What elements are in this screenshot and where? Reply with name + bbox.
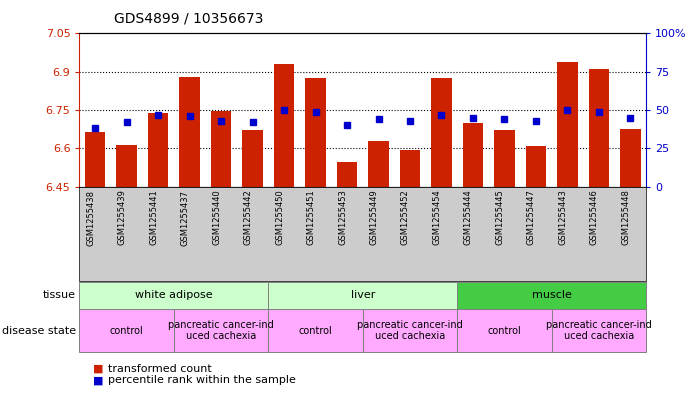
Text: liver: liver xyxy=(350,290,375,300)
Text: GSM1255451: GSM1255451 xyxy=(307,189,316,245)
Text: ■: ■ xyxy=(93,375,104,386)
Bar xyxy=(117,145,137,187)
Text: pancreatic cancer-ind
uced cachexia: pancreatic cancer-ind uced cachexia xyxy=(357,320,463,341)
Text: GDS4899 / 10356673: GDS4899 / 10356673 xyxy=(114,12,263,26)
Text: GSM1255445: GSM1255445 xyxy=(495,189,504,245)
Text: GSM1255437: GSM1255437 xyxy=(180,189,189,246)
Bar xyxy=(620,129,641,187)
Bar xyxy=(211,111,231,187)
Text: GSM1255453: GSM1255453 xyxy=(338,189,347,245)
Text: GSM1255441: GSM1255441 xyxy=(149,189,158,245)
Text: control: control xyxy=(488,325,521,336)
Bar xyxy=(85,132,106,187)
Text: GSM1255444: GSM1255444 xyxy=(464,189,473,245)
Text: muscle: muscle xyxy=(531,290,571,300)
Text: GSM1255442: GSM1255442 xyxy=(244,189,253,245)
Text: pancreatic cancer-ind
uced cachexia: pancreatic cancer-ind uced cachexia xyxy=(168,320,274,341)
Text: pancreatic cancer-ind
uced cachexia: pancreatic cancer-ind uced cachexia xyxy=(546,320,652,341)
Bar xyxy=(337,162,357,187)
Bar xyxy=(463,123,483,187)
Text: GSM1255443: GSM1255443 xyxy=(558,189,567,245)
Text: GSM1255440: GSM1255440 xyxy=(212,189,221,245)
Text: GSM1255439: GSM1255439 xyxy=(117,189,126,245)
Text: tissue: tissue xyxy=(43,290,76,300)
Bar xyxy=(526,146,546,187)
Text: GSM1255446: GSM1255446 xyxy=(590,189,599,245)
Bar xyxy=(243,130,263,187)
Text: ■: ■ xyxy=(93,364,104,374)
Text: GSM1255438: GSM1255438 xyxy=(86,189,95,246)
Text: control: control xyxy=(299,325,332,336)
Bar xyxy=(400,150,420,187)
Bar xyxy=(494,130,515,187)
Bar xyxy=(305,78,325,187)
Bar xyxy=(589,69,609,187)
Text: GSM1255454: GSM1255454 xyxy=(433,189,442,245)
Text: GSM1255447: GSM1255447 xyxy=(527,189,536,245)
Text: GSM1255448: GSM1255448 xyxy=(621,189,630,245)
Text: white adipose: white adipose xyxy=(135,290,213,300)
Bar xyxy=(557,61,578,187)
Bar xyxy=(368,141,389,187)
Text: control: control xyxy=(110,325,144,336)
Bar xyxy=(431,78,452,187)
Text: GSM1255449: GSM1255449 xyxy=(370,189,379,245)
Text: percentile rank within the sample: percentile rank within the sample xyxy=(108,375,296,386)
Bar xyxy=(274,64,294,187)
Text: GSM1255452: GSM1255452 xyxy=(401,189,410,245)
Bar xyxy=(180,77,200,187)
Text: GSM1255450: GSM1255450 xyxy=(275,189,284,245)
Bar xyxy=(148,112,169,187)
Text: disease state: disease state xyxy=(2,325,76,336)
Text: transformed count: transformed count xyxy=(108,364,212,374)
